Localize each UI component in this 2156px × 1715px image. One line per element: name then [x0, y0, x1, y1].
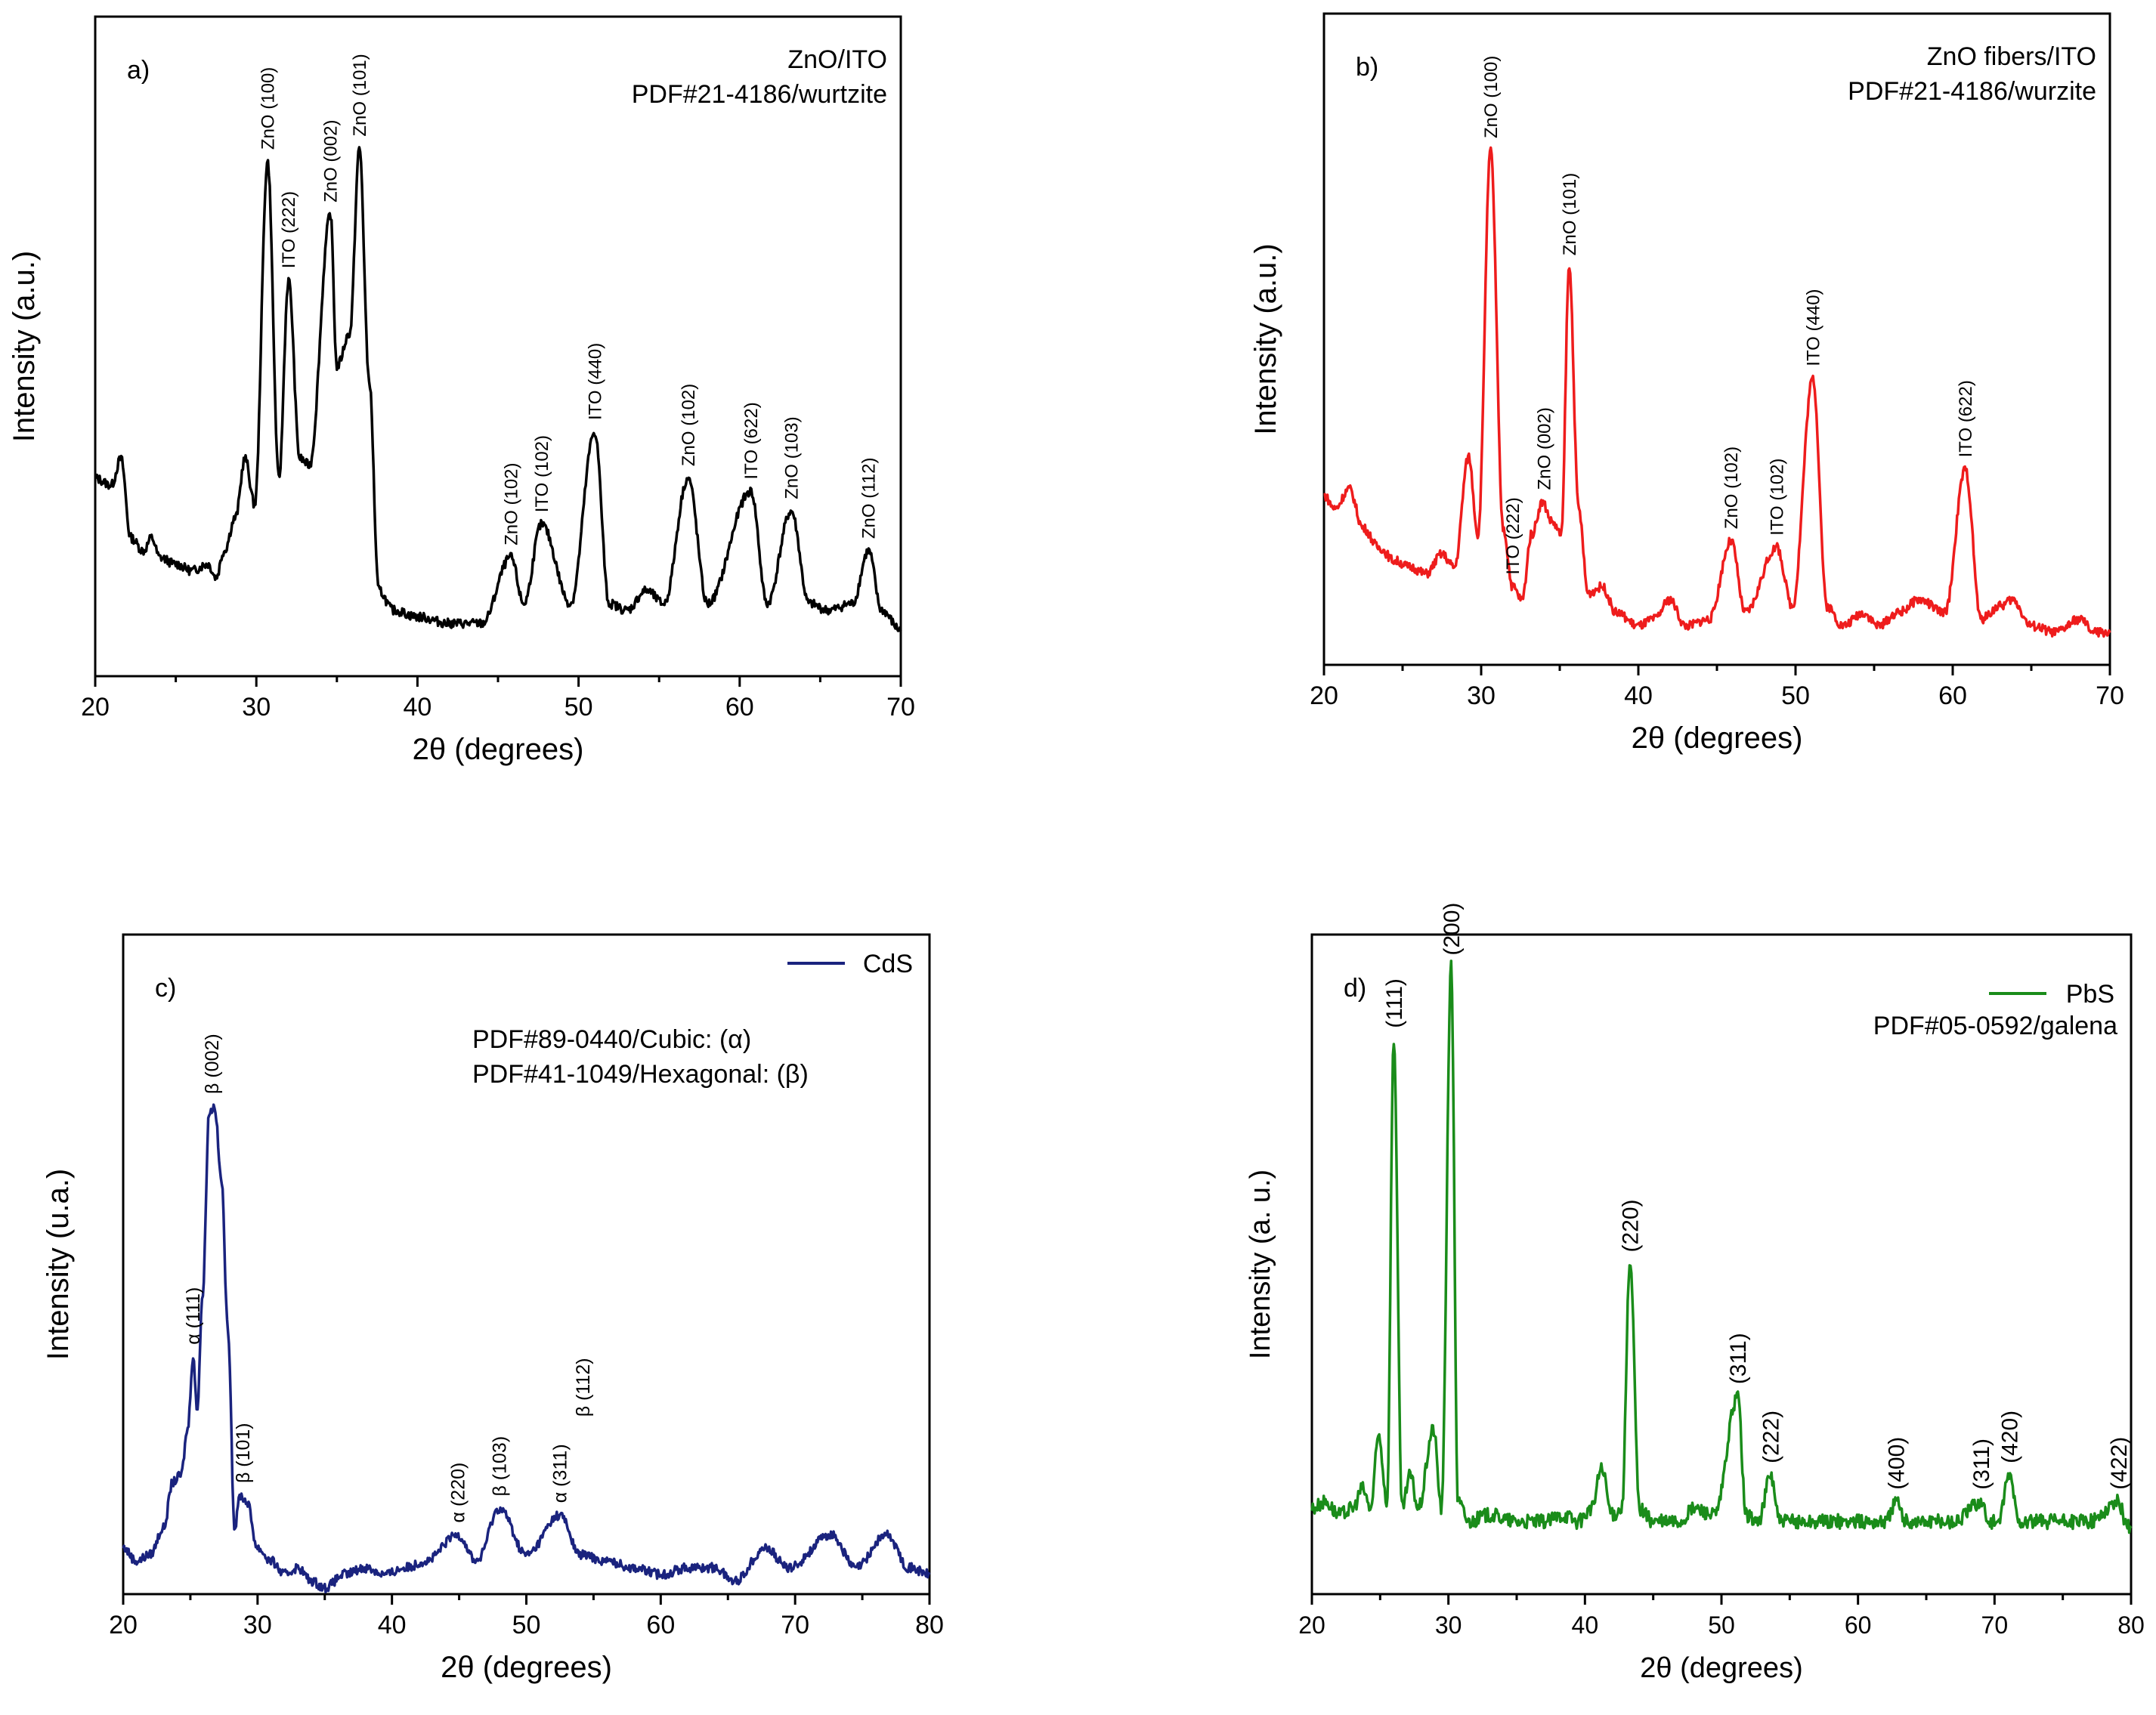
- x-axis-label: 2θ (degrees): [1632, 722, 1803, 755]
- x-tick-label: 70: [781, 1611, 809, 1639]
- x-axis-label: 2θ (degrees): [441, 1651, 612, 1684]
- peak-label: ITO (222): [279, 191, 299, 268]
- x-tick-label: 20: [109, 1611, 138, 1639]
- panel-label: d): [1344, 974, 1366, 1003]
- peak-label: α (220): [448, 1463, 469, 1523]
- x-tick-label: 50: [1708, 1611, 1735, 1639]
- peak-label: ZnO (002): [1535, 407, 1555, 490]
- peak-label: ITO (622): [1956, 380, 1976, 457]
- peak-label: (311): [1726, 1333, 1751, 1384]
- x-tick-label: 40: [1624, 681, 1653, 710]
- peak-label: ZnO (112): [859, 458, 880, 539]
- peak-label: ITO (222): [1503, 497, 1523, 574]
- x-tick-label: 70: [886, 693, 915, 722]
- peak-label: (400): [1885, 1437, 1910, 1490]
- reference-text: ZnO fibers/ITO: [1927, 42, 2096, 71]
- peak-label: ZnO (102): [501, 462, 521, 545]
- peak-label: ITO (102): [532, 435, 552, 512]
- panel-label: c): [155, 974, 176, 1003]
- peak-label: (420): [1998, 1411, 2023, 1463]
- peak-label: β (112): [573, 1358, 594, 1417]
- peak-label: ZnO (100): [258, 67, 279, 150]
- x-tick-label: 20: [1310, 681, 1338, 710]
- x-tick-label: 60: [646, 1611, 675, 1639]
- x-tick-label: 80: [2117, 1611, 2145, 1639]
- peak-label: (222): [1759, 1411, 1784, 1463]
- x-tick-label: 30: [1467, 681, 1496, 710]
- peak-label: β (101): [233, 1423, 254, 1483]
- reference-text: PDF#05-0592/galena: [1873, 1012, 2117, 1040]
- peak-label: (311): [1969, 1438, 1994, 1490]
- peak-label: α (311): [550, 1444, 571, 1503]
- x-tick-label: 40: [378, 1611, 407, 1639]
- peak-label: ZnO (102): [1721, 447, 1742, 529]
- peak-label: ITO (440): [1803, 289, 1823, 366]
- x-tick-label: 70: [2096, 681, 2124, 710]
- y-axis-label: Intensity (a. u.): [1245, 1170, 1276, 1359]
- xrd-series-line: [122, 1103, 931, 1593]
- peak-label: ZnO (002): [321, 120, 342, 202]
- x-tick-label: 30: [1435, 1611, 1462, 1639]
- peak-label: ITO (622): [741, 402, 762, 479]
- peak-label: ZnO (102): [679, 384, 699, 466]
- reference-text: PDF#21-4186/wurzite: [1848, 77, 2096, 106]
- legend-label: CdS: [863, 950, 913, 978]
- panel-label: b): [1356, 53, 1378, 82]
- y-axis-label: Intensity (a.u.): [1249, 243, 1282, 434]
- x-tick-label: 60: [1938, 681, 1967, 710]
- x-tick-label: 20: [1298, 1611, 1325, 1639]
- x-tick-label: 60: [1845, 1611, 1872, 1639]
- peak-label: ITO (102): [1767, 459, 1787, 536]
- x-tick-label: 40: [1572, 1611, 1599, 1639]
- panel-d-pbs: 20 30 40 50 60 70 80 2θ (degrees) Intensity (a. …: [1245, 903, 2145, 1684]
- y-axis-label: Intensity (u.a.): [42, 1169, 75, 1360]
- panel-b-zno-fibers-ito: 20 30 40 50 60 70 2θ (degrees) Intensity (a.u.)…: [1249, 12, 2124, 755]
- reference-text: ZnO/ITO: [787, 45, 887, 74]
- peak-label: ITO (440): [585, 343, 605, 420]
- peak-label: β (103): [490, 1436, 511, 1497]
- peak-label: (200): [1440, 903, 1465, 956]
- y-axis-label: Intensity (a.u.): [8, 251, 41, 442]
- reference-text: PDF#21-4186/wurtzite: [632, 80, 887, 109]
- peak-label: ZnO (103): [781, 416, 802, 499]
- x-axis-label: 2θ (degrees): [1640, 1652, 1802, 1684]
- peak-label: ZnO (101): [350, 54, 370, 136]
- legend-label: PbS: [2066, 980, 2114, 1009]
- x-axis-label: 2θ (degrees): [413, 733, 584, 766]
- panel-a-zno-ito: 20 30 40 50 60 70 2θ (degrees) Intensity (a.u.)…: [8, 15, 915, 766]
- reference-text: PDF#41-1049/Hexagonal: (β): [472, 1060, 809, 1089]
- x-tick-label: 50: [565, 693, 593, 722]
- x-tick-label: 50: [1781, 681, 1810, 710]
- x-tick-label: 30: [242, 693, 271, 722]
- reference-text: PDF#89-0440/Cubic: (α): [472, 1025, 751, 1054]
- panel-c-cds: 20 30 40 50 60 70 80 2θ (degrees) Intensity (u.a…: [42, 933, 944, 1684]
- peak-label: ZnO (101): [1560, 173, 1580, 255]
- xrd-series-line: [1323, 146, 2111, 638]
- x-tick-label: 20: [81, 693, 110, 722]
- x-tick-label: 30: [243, 1611, 272, 1639]
- peak-label: (111): [1382, 978, 1407, 1028]
- peak-label: (220): [1618, 1199, 1643, 1252]
- peak-label: α (111): [183, 1287, 204, 1345]
- x-tick-label: 50: [512, 1611, 541, 1639]
- panel-label: a): [127, 56, 150, 85]
- peak-label: (422): [2107, 1437, 2132, 1490]
- x-tick-label: 40: [403, 693, 432, 722]
- xrd-series-line: [94, 146, 902, 632]
- peak-label: ZnO (100): [1481, 56, 1502, 138]
- peak-label: β (002): [202, 1034, 223, 1094]
- x-tick-label: 60: [725, 693, 754, 722]
- x-tick-label: 80: [915, 1611, 944, 1639]
- x-tick-label: 70: [1981, 1611, 2009, 1639]
- xrd-series-line: [1310, 959, 2133, 1534]
